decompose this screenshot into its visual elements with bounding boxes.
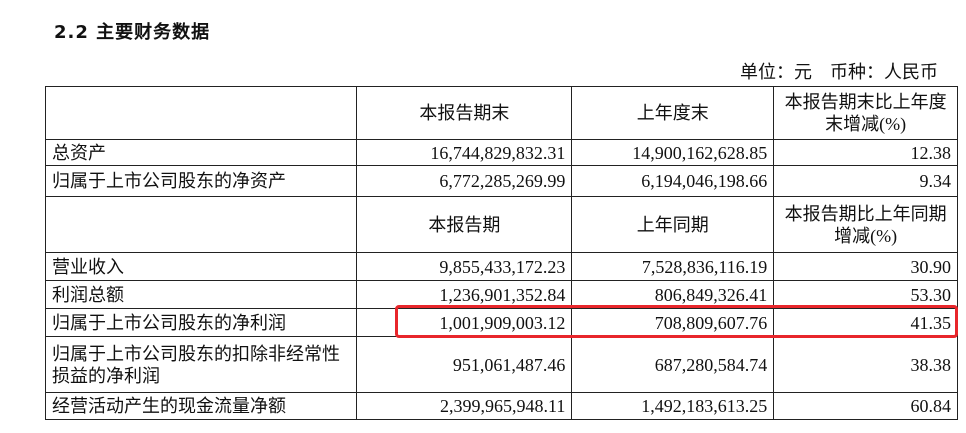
header-cell: 上年度末 [571, 86, 775, 140]
table-header-row: 本报告期 上年同期 本报告期比上年同期增减(%) [44, 196, 958, 253]
previous-value: 6,194,046,198.66 [571, 165, 775, 197]
header-cell [44, 196, 358, 253]
table-row: 经营活动产生的现金流量净额 2,399,965,948.11 1,492,183… [44, 392, 958, 420]
header-cell: 本报告期末 [356, 86, 573, 140]
header-cell: 本报告期末比上年度末增减(%) [773, 86, 958, 140]
header-cell: 本报告期 [356, 196, 573, 253]
current-value: 1,236,901,352.84 [356, 280, 573, 309]
previous-value: 1,492,183,613.25 [571, 392, 775, 420]
previous-value: 806,849,326.41 [571, 280, 775, 309]
previous-value: 14,900,162,628.85 [571, 139, 775, 166]
current-value: 6,772,285,269.99 [356, 165, 573, 197]
table-header-row: 本报告期末 上年度末 本报告期末比上年度末增减(%) [44, 86, 958, 140]
row-label: 总资产 [44, 139, 358, 166]
change-value: 41.35 [773, 308, 958, 337]
table-row: 营业收入 9,855,433,172.23 7,528,836,116.19 3… [44, 252, 958, 281]
change-value: 53.30 [773, 280, 958, 309]
table-row: 利润总额 1,236,901,352.84 806,849,326.41 53.… [44, 280, 958, 309]
row-label: 营业收入 [44, 252, 358, 281]
header-cell: 上年同期 [571, 196, 775, 253]
financial-data-table: 本报告期末 上年度末 本报告期末比上年度末增减(%) 总资产 16,744,82… [44, 86, 958, 420]
change-value: 9.34 [773, 165, 958, 197]
section-title: 2.2 主要财务数据 [54, 22, 211, 43]
header-cell: 本报告期比上年同期增减(%) [773, 196, 958, 253]
change-value: 30.90 [773, 252, 958, 281]
current-value: 2,399,965,948.11 [356, 392, 573, 420]
current-value: 951,061,487.46 [356, 336, 573, 393]
previous-value: 708,809,607.76 [571, 308, 775, 337]
current-value: 1,001,909,003.12 [356, 308, 573, 337]
table-row: 归属于上市公司股东的净资产 6,772,285,269.99 6,194,046… [44, 165, 958, 197]
previous-value: 7,528,836,116.19 [571, 252, 775, 281]
previous-value: 687,280,584.74 [571, 336, 775, 393]
table-row: 总资产 16,744,829,832.31 14,900,162,628.85 … [44, 139, 958, 166]
unit-note: 单位：元 币种：人民币 [740, 62, 938, 82]
table-row-highlighted: 归属于上市公司股东的净利润 1,001,909,003.12 708,809,6… [44, 308, 958, 337]
current-value: 16,744,829,832.31 [356, 139, 573, 166]
table-row: 归属于上市公司股东的扣除非经常性损益的净利润 951,061,487.46 68… [44, 336, 958, 393]
current-value: 9,855,433,172.23 [356, 252, 573, 281]
row-label: 经营活动产生的现金流量净额 [44, 392, 358, 420]
change-value: 12.38 [773, 139, 958, 166]
row-label: 归属于上市公司股东的净利润 [44, 308, 358, 337]
row-label: 利润总额 [44, 280, 358, 309]
row-label: 归属于上市公司股东的净资产 [44, 165, 358, 197]
header-cell [44, 86, 358, 140]
change-value: 60.84 [773, 392, 958, 420]
change-value: 38.38 [773, 336, 958, 393]
row-label: 归属于上市公司股东的扣除非经常性损益的净利润 [44, 336, 358, 393]
